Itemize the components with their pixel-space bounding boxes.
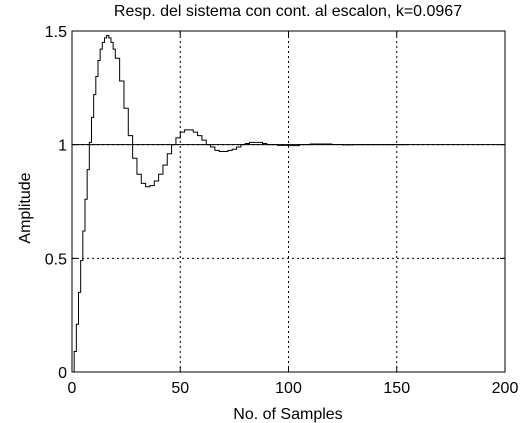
x-tick-label-0: 0 (68, 380, 77, 397)
y-axis-label: Amplitude (17, 172, 34, 243)
x-tick-label-3: 150 (383, 380, 410, 397)
x-axis-label: No. of Samples (233, 406, 342, 423)
chart-title: Resp. del sistema con cont. al escalon, … (114, 3, 462, 20)
x-tick-label-4: 200 (492, 380, 519, 397)
y-tick-label-1: 0.5 (45, 251, 67, 268)
y-tick-label-3: 1.5 (45, 24, 67, 41)
x-tick-label-1: 50 (171, 380, 189, 397)
grid-lines (72, 31, 505, 372)
y-tick-label-0: 0 (58, 365, 67, 382)
y-tick-label-2: 1 (58, 138, 67, 155)
axis-ticks: 0 50 100 150 200 0 0.5 1 1.5 (45, 24, 519, 397)
plot-series-area (72, 35, 505, 373)
x-tick-label-2: 100 (275, 380, 302, 397)
series-line-0 (72, 35, 408, 373)
